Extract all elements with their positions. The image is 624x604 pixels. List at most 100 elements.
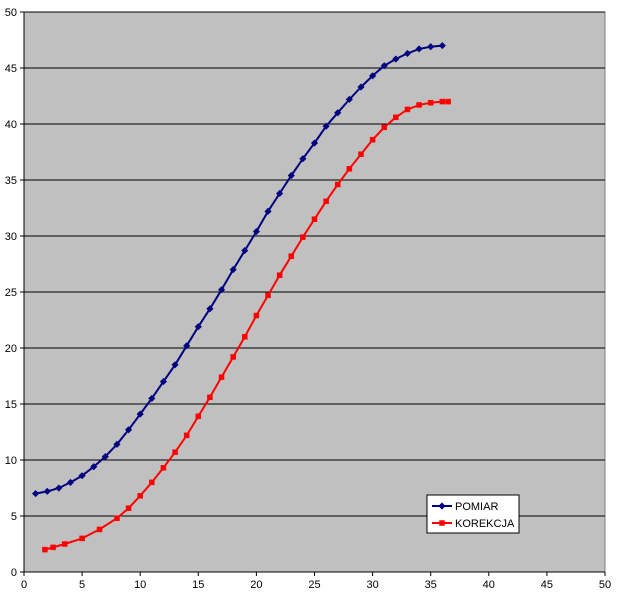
legend-marker (439, 520, 445, 526)
diamond-marker (148, 394, 156, 402)
diamond-marker (438, 42, 446, 50)
square-marker (242, 334, 248, 340)
diamond-marker (206, 305, 214, 313)
diamond-marker (345, 95, 353, 103)
diamond-marker (101, 453, 109, 461)
square-marker (183, 432, 190, 439)
diamond-marker (55, 484, 63, 492)
diamond-marker (66, 478, 75, 486)
diamond-marker (369, 72, 377, 80)
diamond-marker (310, 139, 319, 147)
diamond-marker (78, 472, 86, 480)
square-marker (207, 394, 213, 401)
square-marker (253, 312, 260, 319)
y-tick-label: 10 (5, 455, 17, 467)
diamond-marker (427, 43, 435, 51)
diamond-marker (113, 440, 121, 448)
square-marker (265, 292, 271, 299)
legend-item: POMIAR (432, 501, 498, 513)
diamond-marker (276, 189, 284, 198)
x-tick-label: 5 (79, 579, 85, 591)
square-marker (276, 272, 283, 278)
diamond-marker (392, 55, 400, 63)
square-marker (149, 479, 155, 486)
y-tick-label: 5 (11, 511, 17, 523)
diamond-marker (241, 246, 249, 255)
square-marker (427, 99, 434, 106)
square-marker (300, 234, 306, 240)
x-tick-label: 25 (308, 579, 320, 591)
y-tick-label: 30 (5, 231, 17, 243)
square-marker (334, 181, 341, 188)
square-marker (61, 541, 68, 547)
x-tick-label: 20 (250, 579, 262, 591)
y-tick-label: 15 (5, 399, 17, 411)
diamond-marker (287, 171, 295, 180)
y-tick-label: 20 (5, 343, 17, 355)
diamond-marker (252, 227, 260, 236)
series-korekcja (42, 98, 451, 553)
diamond-marker (171, 361, 179, 369)
diamond-marker (159, 378, 168, 386)
square-marker (137, 493, 143, 499)
diamond-marker (125, 426, 133, 434)
diamond-marker (194, 323, 202, 331)
square-marker (311, 216, 318, 222)
square-marker (439, 98, 446, 105)
legend-marker (438, 502, 446, 510)
square-marker (125, 505, 132, 511)
square-marker (346, 166, 353, 172)
square-marker (79, 535, 85, 542)
axes: 0 5 10 15 20 25 30 35 40 45 50 0 5 10 15 20 25 30 35 40 45 50 (5, 7, 611, 591)
diamond-marker (403, 49, 412, 58)
legend: POMIAR KOREKCJA (426, 494, 520, 534)
diamond-marker (43, 487, 51, 495)
square-marker (323, 198, 329, 205)
x-tick-label: 35 (425, 579, 437, 591)
y-tick-label: 0 (11, 567, 17, 579)
square-marker (160, 465, 167, 471)
diamond-marker (357, 83, 365, 91)
square-marker (42, 546, 48, 553)
legend-box (426, 494, 520, 534)
gridlines (24, 11, 605, 517)
y-tick-label: 45 (5, 63, 17, 75)
x-tick-label: 45 (541, 579, 553, 591)
legend-label: KOREKCJA (455, 518, 515, 530)
square-marker (218, 374, 225, 380)
square-marker (358, 151, 364, 157)
diamond-marker (90, 463, 98, 471)
diamond-marker (229, 266, 237, 274)
y-tick-label: 40 (5, 119, 17, 131)
series-pomiar (32, 42, 446, 498)
square-marker (381, 124, 387, 131)
diamond-marker (32, 490, 40, 498)
square-marker (445, 98, 451, 105)
square-marker (369, 136, 376, 143)
diamond-marker (415, 45, 423, 53)
diamond-marker (136, 410, 144, 418)
x-tick-label: 15 (192, 579, 204, 591)
x-tick-label: 0 (21, 579, 27, 591)
x-tick-label: 10 (134, 579, 146, 591)
diamond-marker (183, 342, 191, 350)
diamond-marker (380, 62, 388, 70)
square-marker (195, 413, 202, 420)
square-marker (172, 449, 178, 455)
y-tick-label: 35 (5, 175, 17, 187)
legend-label: POMIAR (455, 501, 498, 513)
x-tick-label: 30 (366, 579, 378, 591)
diamond-marker (322, 122, 330, 130)
x-tick-label: 50 (599, 579, 611, 591)
diamond-marker (217, 286, 226, 294)
x-tick-label: 40 (483, 579, 495, 591)
diamond-marker (299, 155, 307, 163)
diamond-marker (334, 109, 342, 117)
square-marker (50, 544, 56, 551)
square-marker (230, 354, 236, 360)
square-marker (114, 515, 120, 521)
square-marker (288, 253, 295, 259)
y-tick-label: 50 (5, 7, 17, 19)
series-line (35, 44, 443, 495)
